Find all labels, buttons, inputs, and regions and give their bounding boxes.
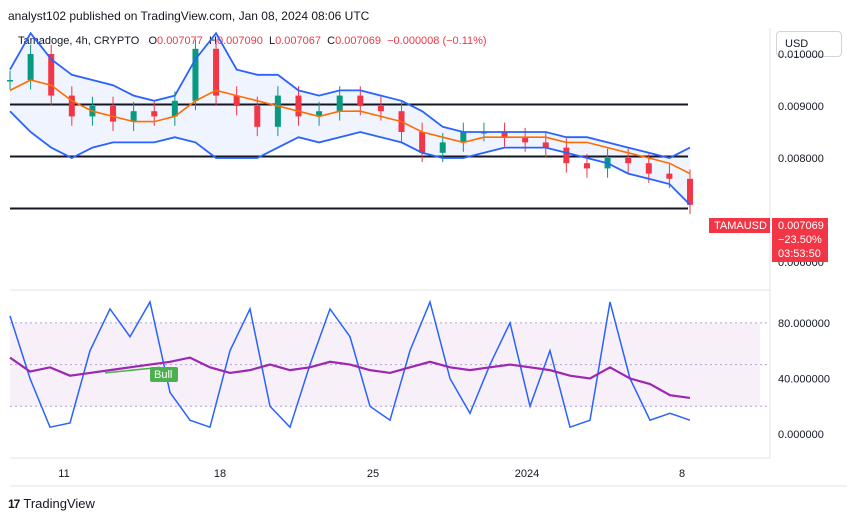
candle-body	[501, 132, 508, 138]
candle-body	[27, 54, 34, 80]
candle-body	[130, 111, 137, 122]
candle-body	[645, 163, 652, 174]
candle-body	[233, 95, 240, 106]
candle-body	[419, 132, 426, 153]
low-value: 0.007067	[275, 35, 322, 47]
price-tick-label: 0.008000	[778, 153, 824, 165]
last-price-tag: TAMAUSD 0.007069 −23.50% 03:53:50	[709, 218, 828, 262]
symbol-tag-text: TAMAUSD	[714, 220, 767, 232]
stoch-k-line	[9, 299, 691, 429]
candle-body	[48, 54, 55, 96]
tradingview-logo-icon: 17	[8, 496, 20, 511]
time-tick-label: 11	[58, 468, 69, 480]
candle-body	[213, 48, 220, 96]
stochastic-pane: Bull	[9, 299, 770, 429]
bollinger-basis-line	[9, 79, 691, 175]
candle-body	[357, 95, 364, 106]
symbol-label[interactable]: Tamadoge, 4h, CRYPTO	[18, 35, 140, 47]
price-tag-bg	[772, 218, 828, 262]
stoch-tick-label: 40.000000	[778, 373, 830, 385]
high-label: H	[209, 35, 217, 47]
bollinger-lower-line	[9, 110, 691, 206]
time-tick-label: 2024	[515, 468, 539, 480]
candle-body	[583, 163, 590, 169]
candle-body	[274, 95, 281, 127]
low-label: L	[269, 35, 276, 47]
bull-label-bg	[150, 367, 178, 382]
change-value: −0.000008 (−0.11%)	[387, 35, 487, 47]
candle-body	[110, 106, 117, 122]
close-value: 0.007069	[335, 35, 381, 47]
bull-label: Bull	[154, 369, 172, 381]
time-tick-label: 8	[679, 468, 685, 480]
candle-body	[542, 142, 549, 148]
price-tick-label: 0.009000	[778, 101, 824, 113]
candle-body	[151, 111, 158, 117]
price-tag-countdown: 03:53:50	[778, 248, 821, 260]
candle-body	[171, 100, 178, 117]
candle-body	[439, 142, 446, 153]
candle-body	[666, 173, 673, 179]
candle-body	[68, 95, 75, 117]
stoch-tick-label: 80.000000	[778, 318, 830, 330]
price-pane	[7, 31, 693, 215]
price-tag-value: 0.007069	[778, 220, 824, 232]
time-tick-label: 18	[214, 468, 226, 480]
candle-body	[295, 95, 302, 117]
candle-body	[522, 137, 529, 143]
open-label: O	[148, 35, 158, 47]
bollinger-upper-line	[9, 31, 691, 159]
ohlc-legend: Tamadoge, 4h, CRYPTO O0.007077 H0.007090…	[18, 35, 487, 47]
time-axis[interactable]: 11 18 25 2024 8	[58, 468, 685, 480]
close-label: C	[327, 35, 336, 47]
publisher-line: analyst102 published on TradingView.com,…	[8, 9, 370, 23]
candle-body	[316, 111, 323, 117]
candle-body	[254, 106, 261, 127]
currency-button[interactable]: USD	[776, 31, 842, 57]
chart-header: analyst102 published on TradingView.com,…	[0, 0, 857, 30]
candle-body	[377, 106, 384, 112]
candle-body	[336, 95, 343, 112]
candle-body	[687, 178, 693, 205]
price-tag-change: −23.50%	[778, 234, 822, 246]
symbol-tag-bg	[709, 218, 770, 233]
bollinger-fill	[10, 33, 690, 205]
stoch-tick-label: 0.000000	[778, 429, 824, 441]
candle-body	[192, 48, 199, 101]
high-value: 0.007090	[216, 35, 263, 47]
time-tick-label: 25	[367, 468, 379, 480]
open-value: 0.007077	[157, 35, 203, 47]
footer-brand[interactable]: 17 TradingView	[8, 496, 95, 511]
rsi-line	[9, 356, 691, 400]
candle-body	[460, 132, 467, 143]
candle-body	[7, 80, 13, 82]
candle-body	[625, 158, 632, 164]
brand-name: TradingView	[23, 496, 95, 511]
candle-body	[563, 147, 570, 164]
price-tick-label: 0.010000	[778, 49, 824, 61]
